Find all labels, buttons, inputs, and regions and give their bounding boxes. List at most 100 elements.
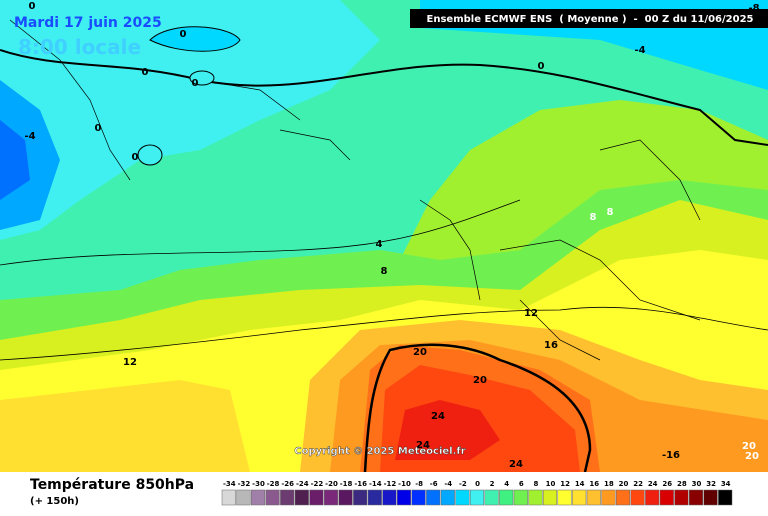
model-label: Ensemble ECMWF ENS ( Moyenne ) - 00 Z du…: [427, 14, 754, 25]
scale-label: -18: [340, 480, 353, 488]
scale-label: -14: [369, 480, 382, 488]
map: [0, 0, 768, 473]
scale-swatch: [615, 489, 631, 506]
contour-label: -4: [634, 45, 645, 56]
scale-label: -12: [384, 480, 397, 488]
scale-label: 24: [648, 480, 658, 488]
scale-swatch: [557, 489, 572, 506]
contour-label: 24: [509, 459, 523, 470]
scale-label: 16: [589, 480, 599, 488]
contour-label: -8: [748, 3, 759, 14]
scale-label: 14: [575, 480, 585, 488]
contour-label: 8: [607, 207, 614, 218]
cold-field: [0, 80, 60, 230]
scale-label: -24: [296, 480, 309, 488]
scale-swatch: [484, 489, 499, 506]
contour-line: [0, 49, 768, 146]
contour-label: 4: [376, 239, 383, 250]
scale-label: -8: [415, 480, 423, 488]
contour-line: [0, 199, 521, 266]
scale-swatch: [353, 489, 368, 506]
hot-field: [395, 400, 500, 460]
contour-label: 0: [132, 152, 139, 163]
scale-swatch: [645, 489, 660, 506]
contour-label: 8: [590, 212, 597, 223]
scale-swatch: [265, 489, 280, 506]
contour-label: 0: [29, 1, 36, 12]
scale-swatch: [323, 489, 339, 506]
scale-label: -30: [252, 480, 265, 488]
scale-swatch: [455, 489, 470, 506]
scale-swatch: [411, 489, 426, 506]
contour-label: 20: [745, 451, 759, 462]
scale-label: 10: [546, 480, 556, 488]
scale-label: -34: [223, 480, 236, 488]
contour-label: 24: [431, 411, 445, 422]
scale-label: -20: [325, 480, 338, 488]
scale-swatch: [513, 489, 528, 506]
scale-label: 12: [560, 480, 570, 488]
scale-swatch: [630, 489, 645, 506]
scale-swatch: [718, 489, 733, 506]
scale-label: -26: [281, 480, 294, 488]
footer-lead: (+ 150h): [30, 496, 79, 507]
contour-label: 20: [742, 441, 756, 452]
scale-swatch: [294, 489, 309, 506]
date-label: Mardi 17 juin 2025: [14, 15, 162, 31]
scale-swatch: [440, 489, 455, 506]
scale-swatch: [367, 489, 382, 506]
scale-label: 30: [692, 480, 702, 488]
contour-labels: 0 0 0 0 0 0 0 -4 -4 -8 4 8 12 12 16 20 2…: [24, 1, 759, 470]
contour-label: -4: [24, 131, 35, 142]
contour-line: [0, 306, 768, 361]
scale-swatch: [499, 489, 514, 506]
color-scale: -34 -32 -30 -28 -26 -24 -22 -20 -18 -16 -14 -12 -10-…: [221, 480, 733, 506]
scale-label: -6: [430, 480, 438, 488]
scale-swatch: [659, 489, 674, 506]
scale-swatch: [688, 489, 704, 506]
scale-swatch: [382, 489, 397, 506]
scale-swatch: [469, 489, 485, 506]
scale-swatch: [601, 489, 616, 506]
scale-swatch: [528, 489, 543, 506]
scale-label: 34: [721, 480, 731, 488]
contour-label: 12: [524, 308, 538, 319]
scale-swatch: [542, 489, 558, 506]
contour-label: 24: [416, 440, 430, 451]
scale-label: -22: [311, 480, 324, 488]
scale-label: 18: [604, 480, 614, 488]
scale-label: 20: [619, 480, 629, 488]
scale-label: -10: [398, 480, 411, 488]
scale-label: 26: [662, 480, 672, 488]
scale-swatch: [396, 489, 412, 506]
scale-label: -28: [267, 480, 280, 488]
contour-label: 20: [473, 375, 487, 386]
contour-label: 0: [538, 61, 545, 72]
warm-field: [0, 380, 250, 472]
scale-label: 4: [504, 480, 509, 488]
contour-line: [137, 144, 163, 166]
scale-swatch: [674, 489, 689, 506]
cold-field: [0, 120, 30, 200]
model-banner: [410, 9, 768, 28]
copyright: Copyright © 2025 Meteociel.fr: [294, 446, 465, 457]
coastline: [9, 19, 701, 361]
contour-label: 16: [544, 340, 558, 351]
scale-label: 6: [519, 480, 524, 488]
scale-label: 32: [706, 480, 716, 488]
contour-label: 8: [381, 266, 388, 277]
footer-title: Température 850hPa: [30, 477, 194, 493]
scale-swatch: [280, 489, 295, 506]
contour-label: 0: [180, 29, 187, 40]
scale-swatch: [703, 489, 718, 506]
scale-swatch: [572, 489, 587, 506]
scale-label: 0: [475, 480, 480, 488]
scale-label: -2: [459, 480, 467, 488]
scale-label: 8: [533, 480, 538, 488]
scale-swatch: [250, 489, 266, 506]
scale-swatch: [338, 489, 353, 506]
scale-swatch: [309, 489, 324, 506]
scale-label: -16: [354, 480, 367, 488]
scale-swatch: [236, 489, 251, 506]
